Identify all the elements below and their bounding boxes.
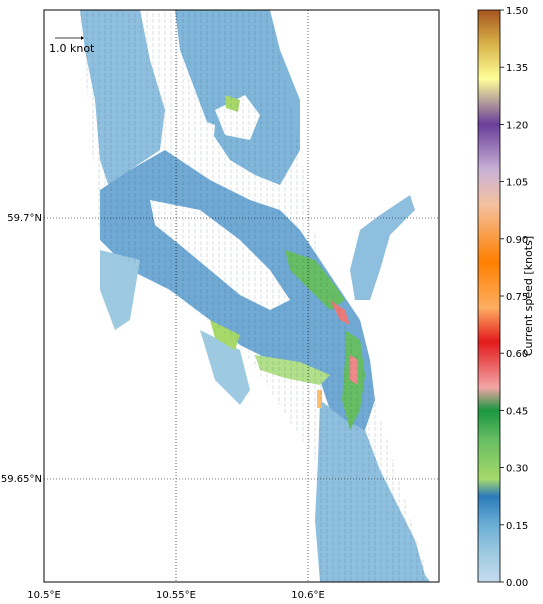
x-tick-label: 10.55°E xyxy=(156,590,196,601)
current-field xyxy=(80,10,430,582)
grid-lines xyxy=(44,10,439,582)
colorbar-tick-label: 1.35 xyxy=(506,63,528,74)
y-tick-label: 59.65°N xyxy=(1,474,42,485)
colorbar-tick-label: 0.90 xyxy=(506,235,528,246)
map-frame xyxy=(43,9,440,583)
colorbar-tick-label: 0.15 xyxy=(506,521,528,532)
colorbar-tick-label: 0.30 xyxy=(506,464,528,475)
colorbar: 0.00 0.15 0.30 0.45 0.60 0.75 0.90 1.05 1.20 1.35… xyxy=(477,6,535,589)
reference-arrow-label: 1.0 knot xyxy=(49,42,95,55)
colorbar-tick-label: 0.75 xyxy=(506,292,528,303)
colorbar-bar xyxy=(477,9,501,583)
colorbar-ticks: 0.00 0.15 0.30 0.45 0.60 0.75 0.90 1.05 1.20 1.35… xyxy=(500,6,528,589)
colorbar-tick-label: 0.45 xyxy=(506,406,528,417)
x-tick-labels: 10.5°E 10.55°E 10.6°E xyxy=(27,590,325,601)
x-tick-label: 10.5°E xyxy=(27,590,61,601)
water-region-east-arm xyxy=(350,195,415,300)
colorbar-tick-label: 1.20 xyxy=(506,120,528,131)
x-tick-label: 10.6°E xyxy=(291,590,325,601)
colorbar-tick-label: 1.50 xyxy=(506,6,528,17)
reference-arrow-head xyxy=(81,36,84,40)
y-tick-label: 59.7°N xyxy=(7,213,42,224)
colorbar-label: Current speed [knots] xyxy=(522,236,535,356)
colorbar-tick-label: 0.60 xyxy=(506,349,528,360)
colorbar-tick-label: 0.00 xyxy=(506,578,528,589)
y-tick-labels: 59.7°N 59.65°N xyxy=(1,213,42,485)
reference-arrow: 1.0 knot xyxy=(49,36,95,55)
colorbar-tick-label: 1.05 xyxy=(506,178,528,189)
